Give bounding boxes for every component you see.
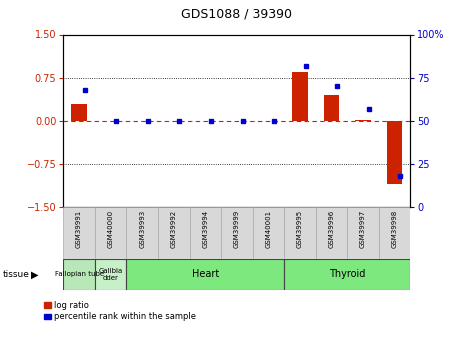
Text: Thyroid: Thyroid [329,269,365,279]
Bar [316,207,347,259]
Bar [387,121,402,184]
Bar [253,207,284,259]
Bar [95,259,127,290]
Bar [95,207,127,259]
Text: Gallbla
dder: Gallbla dder [98,268,123,281]
Text: ▶: ▶ [30,269,38,279]
Bar [221,207,253,259]
Text: GSM39993: GSM39993 [139,209,145,248]
Bar [355,120,371,121]
Bar [284,259,410,290]
Bar [127,207,158,259]
Text: GSM40000: GSM40000 [108,209,113,248]
Text: Fallopian tube: Fallopian tube [54,271,104,277]
Legend: log ratio, percentile rank within the sample: log ratio, percentile rank within the sa… [44,301,196,321]
Bar [292,72,308,121]
Text: GSM39997: GSM39997 [360,209,366,248]
Text: Heart: Heart [192,269,219,279]
Bar [379,207,410,259]
Text: GSM39994: GSM39994 [202,209,208,248]
Text: GSM39998: GSM39998 [392,209,398,248]
Bar [63,259,95,290]
Bar [347,207,379,259]
Text: GSM39996: GSM39996 [328,209,334,248]
Text: GSM39999: GSM39999 [234,209,240,248]
Bar [71,104,87,121]
Bar [324,95,340,121]
Text: GSM39991: GSM39991 [76,209,82,248]
Text: GSM39992: GSM39992 [171,209,177,248]
Bar [284,207,316,259]
Text: GDS1088 / 39390: GDS1088 / 39390 [182,8,292,21]
Text: tissue: tissue [2,270,29,279]
Text: GSM40001: GSM40001 [265,209,272,248]
Bar [63,207,95,259]
Text: GSM39995: GSM39995 [297,209,303,248]
Bar [127,259,284,290]
Bar [158,207,189,259]
Bar [189,207,221,259]
